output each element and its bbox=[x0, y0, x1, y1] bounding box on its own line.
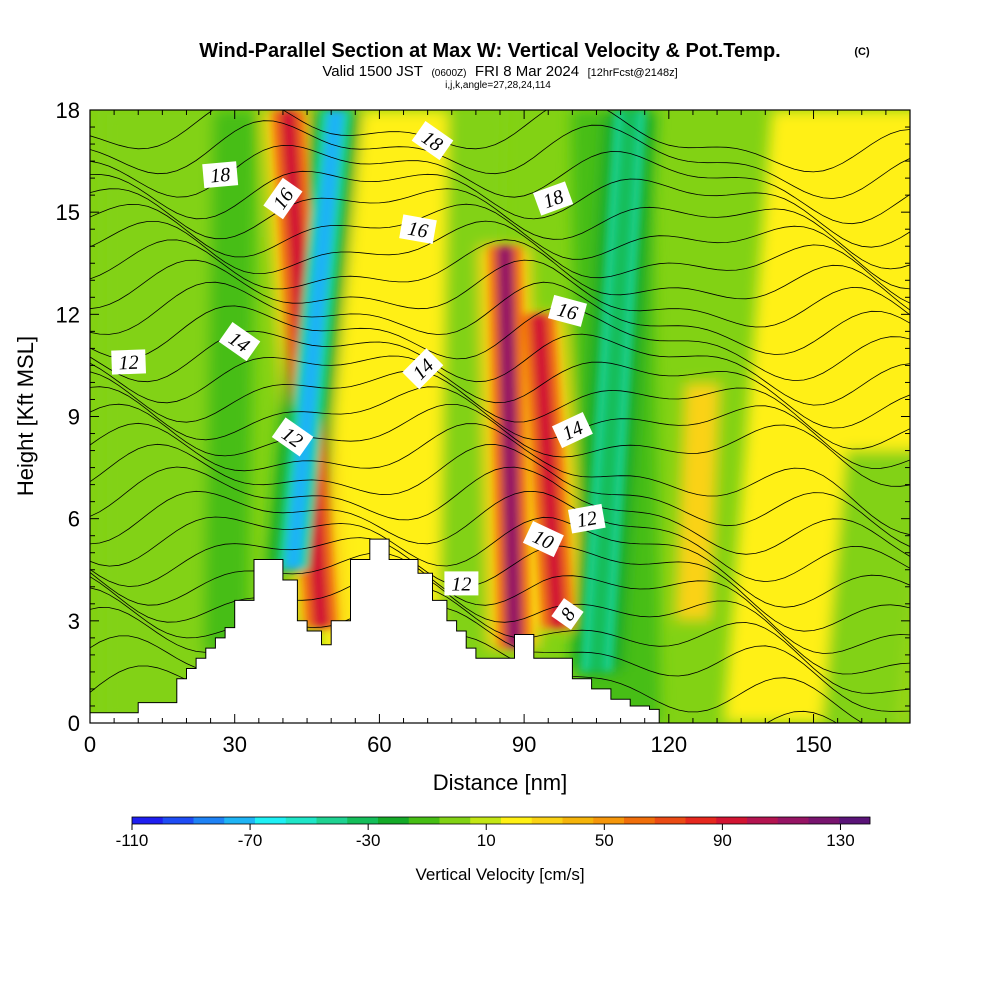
y-tick-label: 12 bbox=[56, 302, 80, 327]
contour-line bbox=[90, 239, 910, 311]
contour-line bbox=[90, 220, 910, 304]
contour-line bbox=[90, 552, 910, 654]
chart-indices: i,j,k,angle=27,28,24,114 bbox=[445, 80, 551, 91]
field-region bbox=[203, 110, 257, 655]
contour-label-text: 12 bbox=[575, 507, 599, 532]
contour-label: 8 bbox=[551, 598, 584, 630]
contour-line bbox=[90, 443, 910, 547]
contour-label: 18 bbox=[202, 161, 239, 189]
contour-label: 12 bbox=[111, 349, 147, 375]
colorbar-swatch bbox=[501, 817, 533, 824]
contour-line bbox=[90, 516, 910, 608]
contour-label: 18 bbox=[533, 181, 574, 216]
colorbar-tick-label: 10 bbox=[477, 831, 496, 850]
colorbar-swatch bbox=[593, 817, 625, 824]
colorbar-swatch bbox=[624, 817, 656, 824]
y-tick-label: 6 bbox=[68, 507, 80, 532]
contour-line bbox=[90, 110, 910, 173]
y-axis: 0 3 6 9 12 15 18 bbox=[56, 98, 910, 736]
contour-label-text: 12 bbox=[451, 573, 471, 595]
colorbar-tick-label: 50 bbox=[595, 831, 614, 850]
contour-line bbox=[90, 568, 910, 675]
colorbar-swatch bbox=[562, 817, 594, 824]
contour-line bbox=[90, 120, 910, 199]
x-axis-label: Distance [nm] bbox=[433, 770, 568, 795]
contour-line bbox=[90, 188, 910, 270]
contour-line bbox=[90, 466, 910, 557]
y-tick-label: 0 bbox=[68, 711, 80, 736]
y-tick-label: 15 bbox=[56, 200, 80, 225]
colorbar-swatch bbox=[132, 817, 164, 824]
x-tick-label: 30 bbox=[222, 732, 246, 757]
colorbar-swatch bbox=[408, 817, 440, 824]
colorbar-swatch bbox=[839, 817, 871, 824]
x-tick-label: 90 bbox=[512, 732, 536, 757]
field-region bbox=[821, 450, 910, 723]
colorbar-swatch bbox=[285, 817, 317, 824]
colorbar-swatch bbox=[777, 817, 809, 824]
contour-line bbox=[90, 403, 910, 487]
chart-title: Wind-Parallel Section at Max W: Vertical… bbox=[199, 40, 780, 62]
colorbar-tick-label: -30 bbox=[356, 831, 381, 850]
velocity-downdraft-band-2 bbox=[588, 110, 639, 672]
colorbar-swatch bbox=[378, 817, 410, 824]
contour-label: 16 bbox=[547, 294, 588, 327]
copyright-mark: (C) bbox=[854, 46, 870, 58]
contour-line bbox=[90, 537, 910, 632]
contour-label: 12 bbox=[444, 571, 479, 596]
colorbar: -110 -70 -30 10 50 90 130 bbox=[116, 816, 871, 850]
colorbar-swatch bbox=[255, 817, 287, 824]
contour-line bbox=[90, 386, 910, 469]
x-tick-label: 0 bbox=[84, 732, 96, 757]
y-tick-label: 9 bbox=[68, 405, 80, 430]
contour-line bbox=[90, 203, 910, 290]
colorbar-label: Vertical Velocity [cm/s] bbox=[415, 865, 584, 884]
colorbar-swatch bbox=[162, 817, 194, 824]
contour-line bbox=[90, 259, 910, 328]
contour-line bbox=[90, 370, 910, 450]
contour-line bbox=[90, 281, 910, 355]
contour-label: 10 bbox=[522, 521, 564, 558]
colorbar-swatch bbox=[439, 817, 471, 824]
y-tick-label: 3 bbox=[68, 609, 80, 634]
contour-label-text: 12 bbox=[118, 352, 139, 375]
y-tick-label: 18 bbox=[56, 98, 80, 123]
colorbar-swatch bbox=[316, 817, 348, 824]
colorbar-swatch bbox=[685, 817, 717, 824]
contour-line bbox=[90, 422, 910, 536]
colorbar-swatch bbox=[808, 817, 840, 824]
colorbar-swatch bbox=[654, 817, 686, 824]
colorbar-swatch bbox=[224, 817, 256, 824]
colorbar-tick-label: 130 bbox=[826, 831, 854, 850]
contour-line bbox=[90, 355, 910, 429]
contour-label-text: 16 bbox=[406, 218, 430, 243]
colorbar-tick-label: 90 bbox=[713, 831, 732, 850]
velocity-updraft-band-2 bbox=[496, 246, 523, 649]
contour-line bbox=[90, 490, 910, 583]
terrain bbox=[90, 538, 910, 723]
y-axis-label: Height [Kft MSL] bbox=[13, 336, 38, 496]
contour-label: 12 bbox=[567, 503, 606, 534]
colorbar-swatch bbox=[716, 817, 748, 824]
contour-line bbox=[90, 170, 910, 248]
chart-subtitle: Valid 1500 JST (0600Z) FRI 8 Mar 2024 [1… bbox=[322, 63, 677, 80]
contour-label: 16 bbox=[399, 214, 437, 244]
colorbar-swatch bbox=[193, 817, 225, 824]
colorbar-swatch bbox=[470, 817, 502, 824]
contour-label-text: 18 bbox=[209, 164, 231, 188]
colorbar-swatch bbox=[531, 817, 563, 824]
colorbar-tick-label: -110 bbox=[116, 831, 149, 850]
x-tick-label: 150 bbox=[795, 732, 832, 757]
x-axis: 0 30 60 90 120 150 bbox=[84, 110, 911, 757]
colorbar-tick-label: -70 bbox=[238, 831, 263, 850]
colorbar-swatch bbox=[747, 817, 779, 824]
colorbar-swatch bbox=[347, 817, 379, 824]
x-tick-label: 60 bbox=[367, 732, 391, 757]
x-tick-label: 120 bbox=[650, 732, 687, 757]
contour-line bbox=[90, 305, 910, 382]
